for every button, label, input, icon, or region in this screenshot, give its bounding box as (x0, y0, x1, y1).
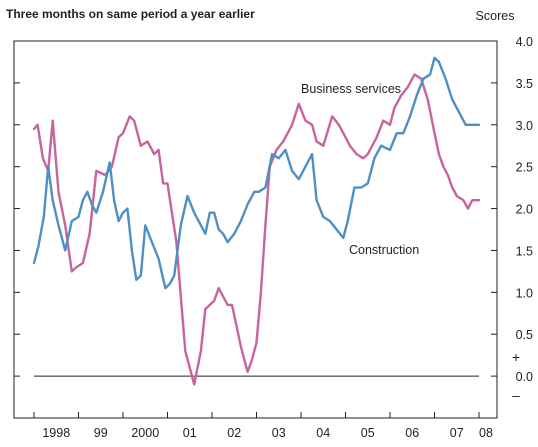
x-tick-label: 04 (316, 426, 330, 440)
series-lines (32, 56, 481, 386)
y-tick-label: 1.5 (516, 244, 533, 258)
plus-sign-label: + (512, 349, 520, 365)
x-axis: 1998 99 2000 01 02 03 04 05 06 07 08 (33, 412, 493, 440)
x-tick-label: 99 (94, 426, 108, 440)
y-tick-label: 1.0 (516, 286, 533, 300)
y-tick-label: 2.5 (516, 161, 533, 175)
x-tick-label: 05 (361, 426, 375, 440)
y-axis: 4.0 3.5 3.0 2.5 2.0 1.5 1.0 0.5 0.0 (14, 35, 533, 419)
x-tick-label: 2000 (131, 426, 159, 440)
y-tick-label: 3.5 (516, 77, 533, 91)
business-services-annotation: Business services (301, 82, 401, 96)
x-tick-label: 06 (405, 426, 419, 440)
chart-subtitle: Three months on same period a year earli… (6, 7, 255, 21)
y-tick-label: 3.0 (516, 119, 533, 133)
x-tick-label: 01 (183, 426, 197, 440)
business-services-line (32, 73, 481, 386)
y-tick-label: 4.0 (516, 35, 533, 49)
x-tick-label: 03 (272, 426, 286, 440)
construction-line (32, 56, 481, 290)
y-tick-label: 2.0 (516, 203, 533, 217)
minus-sign-label: – (512, 387, 520, 403)
x-tick-label: 02 (227, 426, 241, 440)
plot-frame (13, 40, 498, 419)
y-tick-label: 0.5 (516, 328, 533, 342)
y-axis-label: Scores (476, 9, 515, 23)
x-tick-label: 1998 (42, 426, 70, 440)
construction-annotation: Construction (349, 243, 419, 257)
y-tick-label: 0.0 (516, 370, 533, 384)
x-tick-label: 08 (479, 426, 493, 440)
x-tick-label: 07 (450, 426, 464, 440)
